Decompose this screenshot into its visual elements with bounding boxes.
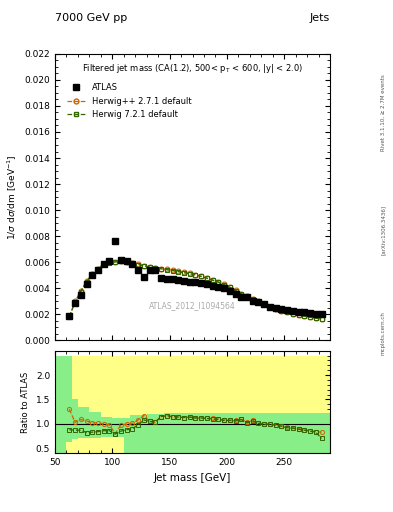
Y-axis label: Ratio to ATLAS: Ratio to ATLAS <box>21 371 30 433</box>
X-axis label: Jet mass [GeV]: Jet mass [GeV] <box>154 473 231 482</box>
Text: 7000 GeV pp: 7000 GeV pp <box>55 13 127 23</box>
Text: Jets: Jets <box>310 13 330 23</box>
Text: Rivet 3.1.10, ≥ 2.7M events: Rivet 3.1.10, ≥ 2.7M events <box>381 74 386 151</box>
Text: mcplots.cern.ch: mcplots.cern.ch <box>381 311 386 355</box>
Text: Filtered jet mass (CA(1.2), 500< p$_{\rm T}$ < 600, |y| < 2.0): Filtered jet mass (CA(1.2), 500< p$_{\rm… <box>82 62 303 75</box>
Legend: ATLAS, Herwig++ 2.7.1 default, Herwig 7.2.1 default: ATLAS, Herwig++ 2.7.1 default, Herwig 7.… <box>65 81 194 121</box>
Y-axis label: 1/$\sigma$ d$\sigma$/dm [GeV$^{-1}$]: 1/$\sigma$ d$\sigma$/dm [GeV$^{-1}$] <box>6 154 19 240</box>
Text: [arXiv:1306.3436]: [arXiv:1306.3436] <box>381 205 386 255</box>
Text: ATLAS_2012_I1094564: ATLAS_2012_I1094564 <box>149 302 236 311</box>
